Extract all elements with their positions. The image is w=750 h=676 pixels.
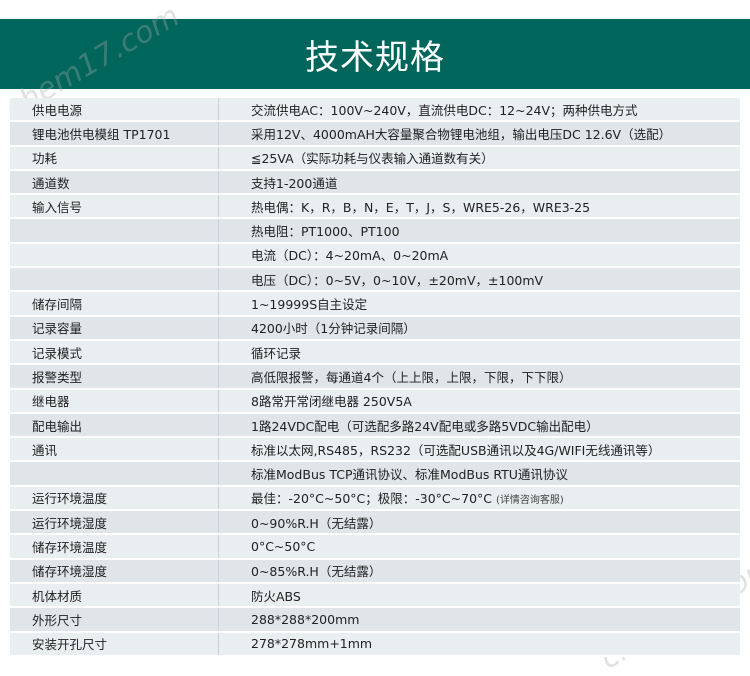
table-row: 通道数 支持1-200通道 xyxy=(10,169,740,196)
table-row: 报警类型 高低限报警，每通道4个（上上限，上限，下限，下下限） xyxy=(10,364,740,390)
table-row: 记录模式 循环记录 xyxy=(10,339,740,366)
spec-label: 通道数 xyxy=(10,169,219,196)
spec-label: 安装开孔尺寸 xyxy=(10,631,219,657)
table-row: 运行环境湿度 0~90%R.H（无结露） xyxy=(10,510,740,536)
spec-value-text: 288*288*200mm xyxy=(251,611,360,627)
table-row: 电压（DC）：0~5V，0~10V，±20mV，±100mV xyxy=(10,267,740,293)
spec-value-text: 热电阻：PT1000、PT100 xyxy=(251,224,400,240)
spec-value: 4200小时（1分钟记录间隔） xyxy=(218,315,740,341)
spec-label xyxy=(10,267,219,293)
table-row: 输入信号 热电偶：K，R，B，N，E，T，J，S，WRE5-26，WRE3-25 xyxy=(10,194,740,220)
spec-value: 电流（DC）：4~20mA、0~20mA xyxy=(218,242,740,269)
table-row: 功耗 ≦25VA（实际功耗与仪表输入通道数有关） xyxy=(10,145,740,171)
spec-value-text: 0~85%R.H（无结露） xyxy=(251,564,382,580)
spec-label: 外形尺寸 xyxy=(10,607,219,633)
spec-value-text: 0~90%R.H（无结露） xyxy=(251,515,382,531)
table-row: 机体材质 防火ABS xyxy=(10,582,740,609)
spec-value: 最佳：-20°C~50°C；极限：-30°C~70°C (详情咨询客服) xyxy=(218,485,740,512)
spec-value-text: 0°C~50°C xyxy=(251,538,316,554)
spec-value: 标准ModBus TCP通讯协议、标准ModBus RTU通讯协议 xyxy=(218,461,740,487)
spec-value-text: 高低限报警，每通道4个（上上限，上限，下限，下下限） xyxy=(251,369,572,385)
spec-value-text: 支持1-200通道 xyxy=(251,175,338,191)
spec-value-text: 循环记录 xyxy=(251,345,302,361)
spec-label: 继电器 xyxy=(10,388,219,414)
spec-label: 输入信号 xyxy=(10,194,219,220)
table-row: 配电输出 1路24VDC配电（可选配多路24V配电或多路5VDC输出配电） xyxy=(10,412,740,439)
table-row: 通讯 标准以太网,RS485，RS232（可选配USB通讯以及4G/WIFI无线通… xyxy=(10,437,740,463)
spec-value: 278*278mm+1mm xyxy=(218,631,740,657)
spec-label: 功耗 xyxy=(10,145,219,171)
spec-value-text: 4200小时（1分钟记录间隔） xyxy=(251,321,416,337)
table-row: 运行环境温度 最佳：-20°C~50°C；极限：-30°C~70°C (详情咨询客… xyxy=(10,485,740,512)
spec-value-text: 热电偶：K，R，B，N，E，T，J，S，WRE5-26，WRE3-25 xyxy=(251,199,591,215)
table-row: 继电器 8路常开常闭继电器 250V5A xyxy=(10,388,740,414)
page-title: 技术规格 xyxy=(305,37,445,78)
spec-label: 通讯 xyxy=(10,437,219,463)
spec-value: 热电偶：K，R，B，N，E，T，J，S，WRE5-26，WRE3-25 xyxy=(218,194,740,220)
spec-value: 交流供电AC：100V~240V，直流供电DC：12~24V；两种供电方式 xyxy=(218,98,740,123)
spec-value-text: 标准ModBus TCP通讯协议、标准ModBus RTU通讯协议 xyxy=(251,467,568,483)
spec-value: 防火ABS xyxy=(218,582,740,609)
spec-value: 8路常开常闭继电器 250V5A xyxy=(218,388,740,414)
table-row: 热电阻：PT1000、PT100 xyxy=(10,218,740,244)
table-row: 储存环境温度 0°C~50°C xyxy=(10,534,740,560)
table-row: 锂电池供电模组 TP1701 采用12V、4000mAH大容量聚合物锂电池组，输出… xyxy=(10,121,740,147)
spec-value-text: 1路24VDC配电（可选配多路24V配电或多路5VDC输出配电） xyxy=(251,418,599,434)
table-row: 储存环境湿度 0~85%R.H（无结露） xyxy=(10,558,740,584)
spec-value: 0~90%R.H（无结露） xyxy=(218,510,740,536)
spec-label xyxy=(10,242,219,269)
table-row: 安装开孔尺寸 278*278mm+1mm xyxy=(10,631,740,657)
table-row: 外形尺寸 288*288*200mm xyxy=(10,607,740,633)
spec-value-text: 278*278mm+1mm xyxy=(251,636,373,652)
spec-value-text: 最佳：-20°C~50°C；极限：-30°C~70°C xyxy=(251,491,493,507)
table-row: 标准ModBus TCP通讯协议、标准ModBus RTU通讯协议 xyxy=(10,461,740,487)
spec-value: 支持1-200通道 xyxy=(218,169,740,196)
spec-value: 电压（DC）：0~5V，0~10V，±20mV，±100mV xyxy=(218,267,740,293)
spec-note: (详情咨询客服) xyxy=(496,495,564,507)
spec-value: 288*288*200mm xyxy=(218,607,740,633)
spec-value: 高低限报警，每通道4个（上上限，上限，下限，下下限） xyxy=(218,364,740,390)
spec-value-text: 交流供电AC：100V~240V，直流供电DC：12~24V；两种供电方式 xyxy=(251,102,638,118)
spec-value-text: 1~19999S自主设定 xyxy=(251,297,368,313)
spec-label: 供电电源 xyxy=(10,98,219,123)
spec-value: 标准以太网,RS485，RS232（可选配USB通讯以及4G/WIFI无线通讯等… xyxy=(218,437,740,463)
table-row: 电流（DC）：4~20mA、0~20mA xyxy=(10,242,740,269)
spec-label: 储存间隔 xyxy=(10,291,219,317)
table-row: 记录容量 4200小时（1分钟记录间隔） xyxy=(10,315,740,341)
spec-value-text: 防火ABS xyxy=(251,588,301,604)
spec-value: ≦25VA（实际功耗与仪表输入通道数有关） xyxy=(218,145,740,171)
spec-value-text: 8路常开常闭继电器 250V5A xyxy=(251,394,412,410)
title-banner: 技术规格 xyxy=(0,19,750,89)
spec-label: 运行环境湿度 xyxy=(10,510,219,536)
spec-table: 供电电源 交流供电AC：100V~240V，直流供电DC：12~24V；两种供电方… xyxy=(10,98,740,657)
spec-label: 锂电池供电模组 TP1701 xyxy=(10,121,219,147)
spec-value: 循环记录 xyxy=(218,339,740,366)
spec-label: 报警类型 xyxy=(10,364,219,390)
spec-label: 记录容量 xyxy=(10,315,219,341)
spec-value-text: ≦25VA（实际功耗与仪表输入通道数有关） xyxy=(251,151,494,167)
spec-label xyxy=(10,461,219,487)
spec-label: 储存环境温度 xyxy=(10,534,219,560)
spec-value: 采用12V、4000mAH大容量聚合物锂电池组，输出电压DC 12.6V（选配） xyxy=(218,121,740,147)
spec-label: 记录模式 xyxy=(10,339,219,366)
spec-value: 热电阻：PT1000、PT100 xyxy=(218,218,740,244)
spec-value-text: 标准以太网,RS485，RS232（可选配USB通讯以及4G/WIFI无线通讯等… xyxy=(251,442,661,458)
spec-label: 机体材质 xyxy=(10,582,219,609)
spec-value: 0~85%R.H（无结露） xyxy=(218,558,740,584)
spec-value: 1路24VDC配电（可选配多路24V配电或多路5VDC输出配电） xyxy=(218,412,740,439)
spec-value: 1~19999S自主设定 xyxy=(218,291,740,317)
table-row: 供电电源 交流供电AC：100V~240V，直流供电DC：12~24V；两种供电方… xyxy=(10,98,740,123)
spec-label: 运行环境温度 xyxy=(10,485,219,512)
spec-label: 储存环境湿度 xyxy=(10,558,219,584)
spec-value-text: 采用12V、4000mAH大容量聚合物锂电池组，输出电压DC 12.6V（选配） xyxy=(251,126,672,142)
spec-label: 配电输出 xyxy=(10,412,219,439)
spec-value-text: 电流（DC）：4~20mA、0~20mA xyxy=(251,248,449,264)
spec-value-text: 电压（DC）：0~5V，0~10V，±20mV，±100mV xyxy=(251,272,544,288)
table-row: 储存间隔 1~19999S自主设定 xyxy=(10,291,740,317)
spec-label xyxy=(10,218,219,244)
spec-value: 0°C~50°C xyxy=(218,534,740,560)
